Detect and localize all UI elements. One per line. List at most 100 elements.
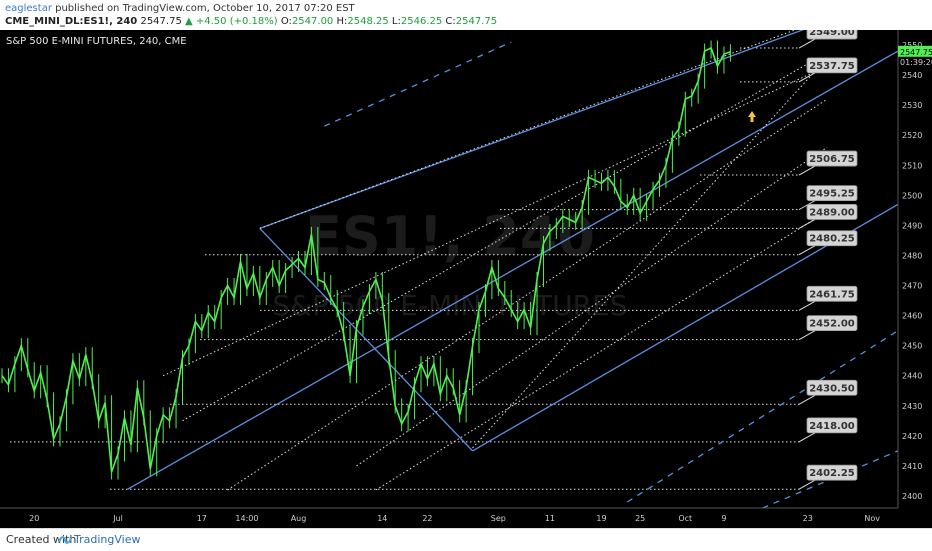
price-tick-label: 2540 xyxy=(902,71,922,80)
price-tick-label: 2460 xyxy=(902,312,922,321)
callout-pointer xyxy=(798,245,816,256)
author-link[interactable]: eaglestar xyxy=(5,3,52,14)
price-tick-label: 2520 xyxy=(902,131,922,140)
callout-pointer xyxy=(798,38,816,49)
price-tick-label: 2490 xyxy=(902,221,922,230)
price-tick-label: 2430 xyxy=(902,402,922,411)
channel-line xyxy=(259,227,474,452)
price-tick-label: 2500 xyxy=(902,191,922,200)
price-line xyxy=(1,46,731,473)
callout-label: 2506.75 xyxy=(809,154,855,165)
price-tick-label: 2400 xyxy=(902,492,922,501)
price-series xyxy=(1,40,731,480)
symbol-label: CME_MINI_DL:ES1!, 240 xyxy=(5,16,138,27)
callout-pointer xyxy=(798,432,816,443)
close-value: 2547.75 xyxy=(455,16,498,27)
level-callout: 2506.75 xyxy=(798,150,858,176)
level-callout: 2480.25 xyxy=(798,230,858,256)
time-tick-label: Sep xyxy=(491,514,506,523)
callout-box xyxy=(806,230,858,247)
time-tick-label: 9 xyxy=(721,514,726,523)
price-tick-label: 2510 xyxy=(902,161,922,170)
open-value: 2547.00 xyxy=(291,16,334,27)
callout-box xyxy=(806,185,858,202)
price-tick-label: 2530 xyxy=(902,101,922,110)
callout-box xyxy=(806,204,858,220)
callout-box xyxy=(806,150,858,167)
horizontal-levels xyxy=(10,47,800,490)
channel-line xyxy=(127,50,899,490)
level-callout: 2418.00 xyxy=(798,417,858,443)
callout-pointer xyxy=(798,330,816,341)
price-tick-label: 2440 xyxy=(902,372,922,381)
price-axis-bg xyxy=(898,30,932,528)
callout-pointer xyxy=(798,72,816,83)
time-tick-label: 11 xyxy=(545,514,555,523)
level-callout: 2489.00 xyxy=(798,204,858,229)
time-tick-label: Jul xyxy=(112,514,123,523)
watermark-symbol: ES1!, 240 xyxy=(305,205,595,268)
callout-label: 2495.25 xyxy=(809,189,855,200)
high-value: 2548.25 xyxy=(347,16,389,27)
time-tick-label: Nov xyxy=(864,514,880,523)
level-callout: 2402.25 xyxy=(798,464,858,490)
callout-pointer xyxy=(798,300,816,311)
last-price: 2547.75 xyxy=(140,16,182,27)
last-price-tag-label: 2547.75 xyxy=(900,48,932,57)
chart-header: eaglestar published on TradingView.com, … xyxy=(0,0,932,30)
close-label: C: xyxy=(445,16,456,27)
high-label: H: xyxy=(336,16,348,27)
price-tick-label: 2450 xyxy=(902,342,922,351)
price-tick-label: 2420 xyxy=(902,432,922,441)
level-callout: 2549.00 xyxy=(798,30,858,49)
trend-dotted-line xyxy=(356,146,828,467)
published-text: published on TradingView.com, October 10… xyxy=(55,3,355,14)
low-value: 2546.25 xyxy=(400,16,443,27)
trend-dotted-line xyxy=(182,59,815,422)
callout-pointer xyxy=(798,394,816,405)
price-axis: 2400 2410 2420 2430 2440 2450 2460 2470 2480 2490… xyxy=(897,30,932,528)
time-tick-label: Aug xyxy=(291,514,307,523)
tradingview-brand[interactable]: TradingView xyxy=(74,533,141,546)
trend-dotted-line xyxy=(259,30,797,229)
ohlc-line: CME_MINI_DL:ES1!, 240 2547.75 ▲ +4.50 (+… xyxy=(5,16,497,27)
callout-pointer xyxy=(798,218,816,229)
time-axis: 20 Jul 17 14:00 Aug 14 22 Sep 11 19 25 Oct 9 23 Nov xyxy=(0,507,898,523)
level-callout: 2461.75 xyxy=(798,285,858,311)
price-chart[interactable]: ES1!, 240 S&P 500 E-MINI FUTURES 2400241… xyxy=(0,30,932,528)
price-tick-label: 2470 xyxy=(902,282,922,291)
time-tick-label: Oct xyxy=(678,514,692,523)
time-tick-label: 25 xyxy=(635,514,645,523)
channel-dashed-line xyxy=(626,330,899,503)
level-callout: 2430.50 xyxy=(798,379,858,405)
callout-box xyxy=(806,379,858,396)
callout-pointer xyxy=(798,479,816,490)
time-tick-label: 19 xyxy=(596,514,606,523)
price-tick-label: 2480 xyxy=(902,251,922,260)
level-callout: 2537.75 xyxy=(798,57,858,83)
level-labels: 2549.00 2537.75 2506.75 2495.25 2489.00 2480.… xyxy=(798,30,858,490)
callout-box xyxy=(806,315,858,332)
up-arrow-annotation-icon xyxy=(748,111,756,122)
callout-pointer xyxy=(798,165,816,176)
callout-box xyxy=(806,285,858,302)
time-tick-label: 20 xyxy=(29,514,39,523)
up-arrow-icon: ▲ xyxy=(185,16,193,27)
callout-label: 2402.25 xyxy=(809,468,855,479)
callout-label: 2461.75 xyxy=(809,289,855,300)
trend-dotted-line xyxy=(227,98,828,491)
time-tick-label: 14:00 xyxy=(235,514,258,523)
time-tick-label: 14 xyxy=(377,514,387,523)
callout-label: 2489.00 xyxy=(809,207,855,218)
created-with-text: Created with xyxy=(6,533,77,546)
chart-title: S&P 500 E-MINI FUTURES, 240, CME xyxy=(6,36,187,47)
price-tick-label: 2410 xyxy=(902,462,922,471)
footer: Created with TradingView xyxy=(0,528,932,551)
trend-lines xyxy=(127,30,899,509)
time-tick-label: 23 xyxy=(803,514,813,523)
trend-dotted-line xyxy=(375,218,815,491)
callout-label: 2549.00 xyxy=(809,30,855,38)
trend-dotted-line xyxy=(162,59,841,377)
callout-box xyxy=(806,464,858,481)
callout-box xyxy=(806,417,858,434)
